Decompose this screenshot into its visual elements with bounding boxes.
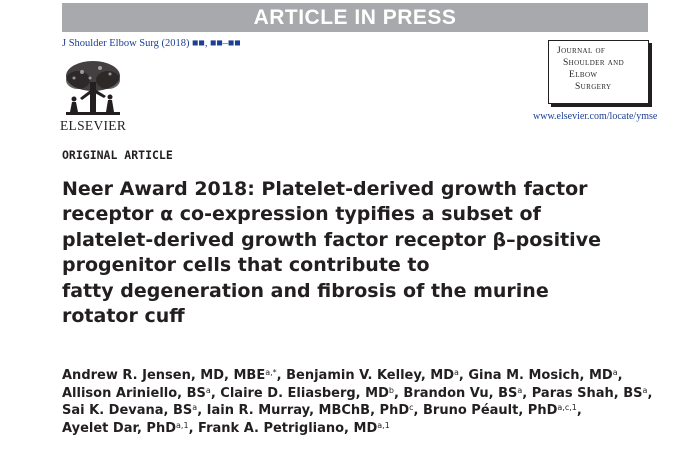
author-name: Frank A. Petrigliano, MD <box>198 420 378 436</box>
journal-name-line: Shoulder and <box>563 58 625 68</box>
author-separator: , <box>393 385 404 401</box>
author-affiliation: a,1 <box>176 420 189 430</box>
journal-url-link[interactable]: www.elsevier.com/locate/ymse <box>533 111 658 122</box>
author-name: Iain R. Murray, MBChB, PhD <box>206 403 410 419</box>
author-name: Andrew R. Jensen, MD, MBE <box>62 368 266 383</box>
author-row: Andrew R. Jensen, MD, MBEa,*, Benjamin V… <box>62 367 682 385</box>
author-separator: , <box>413 403 423 419</box>
author-affiliation: a,* <box>265 368 277 377</box>
author-affiliation: a,1 <box>377 420 390 430</box>
author-name: Claire D. Eliasberg, MD <box>220 385 389 401</box>
author-name: Brandon Vu, BS <box>403 385 518 401</box>
journal-name-line: Elbow <box>569 70 598 80</box>
title-line: progenitor cells that contribute to <box>62 254 430 277</box>
publisher-name: ELSEVIER <box>60 118 127 133</box>
author-separator: , <box>197 403 207 419</box>
journal-logo-box: Journal of Shoulder and Elbow Surgery <box>548 40 649 104</box>
author-separator: , <box>188 420 199 436</box>
journal-name-line: Surgery <box>575 82 612 92</box>
author-row: Sai K. Devana, BSa, Iain R. Murray, MBCh… <box>62 402 682 420</box>
author-separator: , <box>576 403 582 419</box>
author-separator: , <box>647 385 653 401</box>
author-separator: , <box>210 385 221 401</box>
elsevier-tree-logo-icon <box>66 61 120 115</box>
author-separator: , <box>458 368 469 383</box>
author-affiliation: a <box>612 368 618 377</box>
article-in-press-banner: ARTICLE IN PRESS <box>62 3 648 32</box>
author-affiliation: a,c,1 <box>557 403 577 413</box>
author-separator: , <box>617 368 623 383</box>
title-line: Neer Award 2018: Platelet-derived growth… <box>62 178 588 200</box>
author-name: Benjamin V. Kelley, MD <box>286 368 455 383</box>
author-name: Paras Shah, BS <box>531 385 643 401</box>
journal-name-line: Journal of <box>557 46 606 56</box>
author-name: Ayelet Dar, PhD <box>62 420 177 436</box>
title-line: receptor α co-expression typifies a subs… <box>62 203 541 226</box>
author-name: Sai K. Devana, BS <box>62 403 193 419</box>
author-affiliation: a <box>192 403 198 413</box>
author-affiliation: c <box>409 403 414 413</box>
author-affiliation: a <box>205 385 211 395</box>
author-name: Bruno Péault, PhD <box>423 403 558 419</box>
author-affiliation: a <box>454 368 459 377</box>
author-row: Allison Ariniello, BSa, Claire D. Eliasb… <box>62 385 682 403</box>
article-title: Neer Award 2018: Platelet-derived growth… <box>62 177 662 329</box>
article-type-label: ORIGINAL ARTICLE <box>62 148 173 162</box>
author-row: Ayelet Dar, PhDa,1, Frank A. Petrigliano… <box>62 420 682 438</box>
author-separator: , <box>276 368 287 383</box>
author-affiliation: a <box>642 385 648 395</box>
title-line: rotator cuff <box>62 305 185 328</box>
author-name: Gina M. Mosich, MD <box>468 368 613 383</box>
author-affiliation: a <box>517 385 523 395</box>
author-list: Andrew R. Jensen, MD, MBEa,*, Benjamin V… <box>62 367 682 437</box>
author-separator: , <box>522 385 532 401</box>
title-line: fatty degeneration and fibrosis of the m… <box>62 279 549 302</box>
author-affiliation: b <box>388 385 394 395</box>
journal-citation: J Shoulder Elbow Surg (2018) ■■, ■■–■■ <box>62 38 241 49</box>
author-name: Allison Ariniello, BS <box>62 385 206 401</box>
title-line: platelet-derived growth factor receptor … <box>62 228 601 251</box>
